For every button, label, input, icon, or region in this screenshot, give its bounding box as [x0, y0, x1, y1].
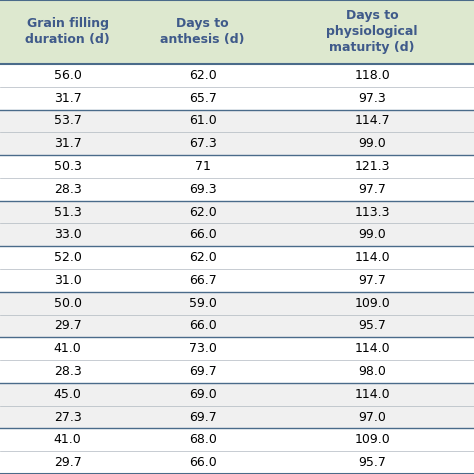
Text: 69.7: 69.7: [189, 365, 217, 378]
Text: 99.0: 99.0: [358, 137, 386, 150]
Text: 41.0: 41.0: [54, 342, 82, 355]
Text: 50.0: 50.0: [54, 297, 82, 310]
Text: 41.0: 41.0: [54, 433, 82, 447]
Bar: [0, 360, 474, 383]
Text: 95.7: 95.7: [358, 456, 386, 469]
Text: 62.0: 62.0: [189, 206, 217, 219]
Text: Days to
physiological
maturity (d): Days to physiological maturity (d): [326, 9, 418, 55]
Text: 52.0: 52.0: [54, 251, 82, 264]
Text: 97.7: 97.7: [358, 274, 386, 287]
Bar: [0, 201, 474, 223]
Text: 66.0: 66.0: [189, 228, 217, 241]
Text: 99.0: 99.0: [358, 228, 386, 241]
Bar: [0, 0, 474, 64]
Bar: [0, 383, 474, 406]
Text: 71: 71: [195, 160, 210, 173]
Text: 114.0: 114.0: [354, 251, 390, 264]
Text: 97.7: 97.7: [358, 183, 386, 196]
Text: 51.3: 51.3: [54, 206, 82, 219]
Text: 31.7: 31.7: [54, 91, 82, 105]
Text: 69.7: 69.7: [189, 410, 217, 424]
Bar: [0, 269, 474, 292]
Text: 59.0: 59.0: [189, 297, 217, 310]
Text: 65.7: 65.7: [189, 91, 217, 105]
Bar: [0, 337, 474, 360]
Bar: [0, 178, 474, 201]
Text: 97.3: 97.3: [358, 91, 386, 105]
Text: 68.0: 68.0: [189, 433, 217, 447]
Text: 61.0: 61.0: [189, 114, 217, 128]
Text: 67.3: 67.3: [189, 137, 217, 150]
Text: 29.7: 29.7: [54, 319, 82, 332]
Text: 114.7: 114.7: [354, 114, 390, 128]
Bar: [0, 87, 474, 109]
Text: 29.7: 29.7: [54, 456, 82, 469]
Bar: [0, 246, 474, 269]
Text: 109.0: 109.0: [354, 433, 390, 447]
Text: 33.0: 33.0: [54, 228, 82, 241]
Text: 31.0: 31.0: [54, 274, 82, 287]
Text: 28.3: 28.3: [54, 365, 82, 378]
Text: 113.3: 113.3: [355, 206, 390, 219]
Text: 73.0: 73.0: [189, 342, 217, 355]
Text: 95.7: 95.7: [358, 319, 386, 332]
Bar: [0, 406, 474, 428]
Bar: [0, 64, 474, 87]
Bar: [0, 315, 474, 337]
Text: 109.0: 109.0: [354, 297, 390, 310]
Bar: [0, 109, 474, 132]
Text: 66.0: 66.0: [189, 456, 217, 469]
Bar: [0, 223, 474, 246]
Text: 53.7: 53.7: [54, 114, 82, 128]
Text: 69.0: 69.0: [189, 388, 217, 401]
Text: 62.0: 62.0: [189, 251, 217, 264]
Bar: [0, 132, 474, 155]
Text: 66.7: 66.7: [189, 274, 217, 287]
Text: 62.0: 62.0: [189, 69, 217, 82]
Text: 27.3: 27.3: [54, 410, 82, 424]
Text: 66.0: 66.0: [189, 319, 217, 332]
Text: 118.0: 118.0: [354, 69, 390, 82]
Text: 50.3: 50.3: [54, 160, 82, 173]
Text: Days to
anthesis (d): Days to anthesis (d): [160, 18, 245, 46]
Text: 31.7: 31.7: [54, 137, 82, 150]
Text: 56.0: 56.0: [54, 69, 82, 82]
Text: 45.0: 45.0: [54, 388, 82, 401]
Text: 28.3: 28.3: [54, 183, 82, 196]
Text: 114.0: 114.0: [354, 342, 390, 355]
Text: 97.0: 97.0: [358, 410, 386, 424]
Bar: [0, 451, 474, 474]
Text: 121.3: 121.3: [355, 160, 390, 173]
Bar: [0, 155, 474, 178]
Text: Grain filling
duration (d): Grain filling duration (d): [25, 18, 110, 46]
Text: 98.0: 98.0: [358, 365, 386, 378]
Text: 114.0: 114.0: [354, 388, 390, 401]
Text: 69.3: 69.3: [189, 183, 217, 196]
Bar: [0, 292, 474, 315]
Bar: [0, 428, 474, 451]
